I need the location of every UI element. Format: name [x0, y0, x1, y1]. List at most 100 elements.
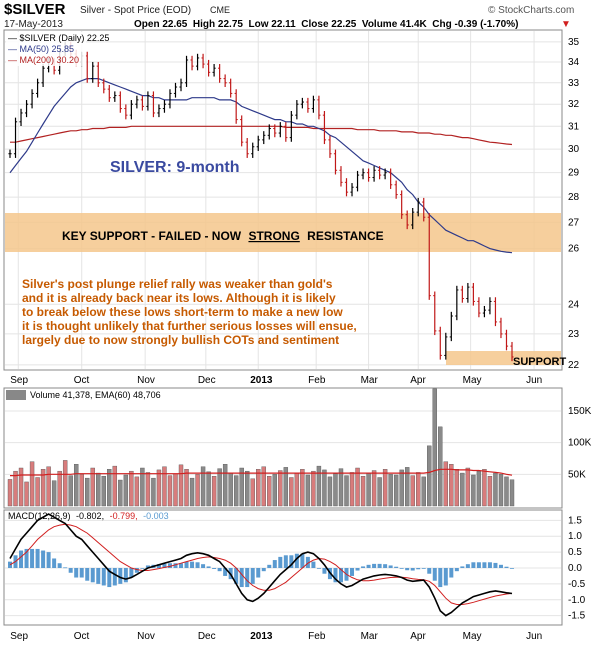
macd-histogram-bar — [405, 568, 410, 571]
volume-bar — [123, 474, 129, 507]
x-tick-label: Nov — [137, 631, 155, 642]
volume-bar — [300, 469, 305, 507]
x-tick-label: Jun — [526, 631, 542, 642]
macd-histogram-bar — [217, 568, 222, 572]
price-y-tick: 27 — [568, 217, 580, 228]
macd-legend: MACD(12,26,9) -0.802, -0.799, -0.003 — [8, 511, 169, 521]
volume-panel: 50K 100K 150K Volume 41,378, EMA(60) 48,70… — [3, 387, 592, 509]
volume-bar — [305, 474, 311, 507]
volume-bar — [465, 467, 471, 507]
volume-bar — [178, 464, 184, 507]
volume-bar — [35, 477, 40, 507]
commentary-line: Silver's post plunge relief rally was we… — [22, 277, 333, 291]
macd-histogram-bar — [383, 564, 388, 568]
volume-bar — [327, 476, 333, 507]
volume-bar — [416, 472, 421, 507]
macd-y-tick: -1.5 — [568, 611, 586, 622]
volume-legend: Volume 41,378, EMA(60) 48,706 — [30, 390, 161, 400]
x-tick-label: Mar — [361, 375, 379, 386]
volume-bar — [256, 469, 261, 507]
x-tick-label: Oct — [74, 631, 90, 642]
macd-histogram-bar — [322, 568, 327, 574]
macd-histogram-bar — [134, 568, 139, 573]
macd-histogram-bar — [487, 562, 492, 568]
volume-bar — [404, 467, 410, 507]
price-y-tick: 24 — [568, 299, 580, 310]
macd-histogram-bar — [278, 556, 283, 568]
volume-bar — [449, 464, 454, 507]
macd-histogram-bar — [316, 568, 321, 569]
macd-histogram-bar — [454, 568, 459, 572]
volume-bar — [167, 475, 173, 507]
macd-histogram-bar — [30, 548, 35, 568]
x-tick-label: Feb — [308, 631, 326, 642]
price-legend-text: $SILVER (Daily) 22.25 — [20, 33, 110, 43]
volume-bar — [62, 460, 68, 507]
macd-histogram-bar — [438, 568, 443, 588]
volume-bar — [145, 472, 151, 507]
x-tick-label: May — [463, 631, 482, 642]
macd-histogram-bar — [465, 564, 470, 568]
volume-bar — [338, 468, 344, 507]
volume-bar — [498, 474, 504, 507]
volume-bar — [493, 472, 498, 507]
price-y-tick: 32 — [568, 99, 580, 110]
volume-bar — [206, 471, 211, 507]
volume-bar — [509, 479, 515, 507]
x-tick-label: Oct — [74, 375, 90, 386]
macd-histogram-bar — [156, 564, 161, 568]
x-tick-label: Apr — [410, 375, 426, 386]
macd-histogram-bar — [261, 568, 266, 572]
macd-histogram-bar — [129, 568, 134, 578]
volume-bar — [393, 474, 399, 507]
macd-histogram-bar — [79, 568, 84, 578]
volume-bar — [460, 472, 465, 507]
macd-histogram-bar — [190, 561, 195, 568]
volume-bar — [129, 470, 134, 507]
x-tick-label: 2013 — [250, 375, 273, 386]
macd-histogram-bar — [267, 564, 272, 568]
macd-histogram-bar — [498, 564, 503, 568]
volume-bar — [112, 465, 118, 507]
macd-histogram-bar — [8, 561, 12, 568]
volume-bar — [140, 467, 145, 507]
macd-histogram-bar — [223, 568, 228, 576]
symbol-title: $SILVER — [4, 1, 66, 18]
volume-bar — [366, 472, 371, 507]
volume-bar — [410, 475, 415, 507]
volume-bar — [245, 470, 250, 507]
resistance-band-label: KEY SUPPORT - FAILED - NOW STRONG RESIST… — [62, 229, 384, 243]
macd-y-axis: -1.5 -1.0 -0.5 0.0 0.5 1.0 1.5 — [568, 515, 586, 621]
bottom-x-axis: Sep Oct Nov Dec 2013 Feb Mar Apr May Jun — [10, 631, 542, 642]
macd-histogram-bar — [272, 560, 277, 568]
macd-histogram-bar — [74, 568, 79, 578]
volume-bar — [278, 470, 283, 507]
volume-bar — [101, 476, 106, 507]
commentary-line: and it is already back near its lows. Al… — [22, 291, 336, 305]
macd-histogram-bar — [184, 561, 189, 568]
volume-bar — [471, 474, 476, 507]
macd-histogram-bar — [173, 563, 178, 568]
macd-signal-line — [9, 523, 513, 605]
volume-bar — [377, 477, 382, 507]
macd-histogram-bar — [123, 568, 128, 583]
volume-bar — [200, 466, 206, 507]
macd-histogram-bar — [162, 563, 167, 568]
macd-histogram-bar — [388, 565, 393, 568]
macd-histogram-bar — [394, 566, 399, 568]
macd-histogram-bar — [372, 563, 377, 568]
price-legend-swatch: — — [8, 33, 20, 43]
macd-histogram-bar — [145, 565, 150, 568]
macd-histogram-bar — [350, 568, 355, 576]
volume-bar — [85, 477, 90, 507]
macd-y-tick: 1.0 — [568, 531, 582, 542]
macd-y-tick: 1.5 — [568, 515, 582, 526]
volume-bar — [349, 472, 355, 507]
macd-histogram-bar — [361, 566, 366, 568]
macd-histogram-bar — [366, 564, 371, 568]
volume-bar — [156, 469, 162, 507]
volume-bar — [29, 461, 35, 507]
macd-histogram-bar — [300, 553, 305, 568]
macd-histogram-bar — [432, 568, 437, 581]
